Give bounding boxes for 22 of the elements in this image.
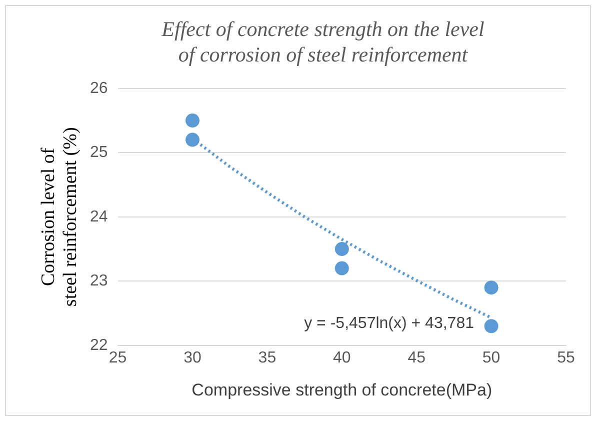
x-tick-label: 50 <box>482 349 500 366</box>
x-tick-label: 25 <box>108 349 127 366</box>
annotation: y = -5,457ln(x) + 43,781 <box>304 314 474 332</box>
x-tick-label: 40 <box>333 349 351 366</box>
x-tick-label: 30 <box>184 349 202 366</box>
y-tick-label: 25 <box>90 144 108 162</box>
x-tick-label: 45 <box>408 349 426 366</box>
point <box>334 242 349 256</box>
point <box>186 132 200 147</box>
chart-title: Effect of concrete strength on the level of corrosion of steel reinforcement <box>160 17 484 66</box>
y-tick-label: 24 <box>90 208 108 226</box>
y-tick-label: 22 <box>90 336 108 354</box>
x-tick-label: 35 <box>258 349 276 366</box>
point <box>484 319 498 334</box>
point <box>484 280 498 295</box>
x-tick-label: 55 <box>557 349 575 366</box>
y-tick-label: 23 <box>90 272 108 290</box>
point <box>334 261 349 276</box>
x-axis-title: Compressive strength of concrete(MPa) <box>192 380 492 400</box>
y-tick-label: 26 <box>90 80 108 97</box>
point <box>186 114 200 128</box>
y-axis-title: Corrosion level of steel reinforcement (%) <box>38 127 81 307</box>
